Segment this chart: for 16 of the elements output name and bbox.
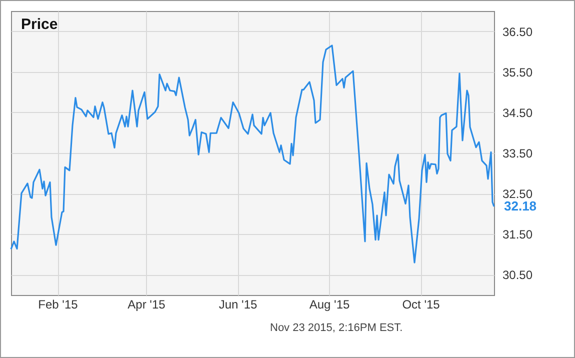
chart-title: Price (21, 16, 58, 33)
annotation: 32.18 (504, 198, 537, 214)
y-tick-label: 33.50 (502, 146, 533, 160)
y-tick-label: 35.50 (502, 65, 533, 80)
x-tick-label: Jun '15 (218, 298, 258, 312)
y-tick-label: 36.50 (502, 24, 533, 39)
x-tick-label: Feb '15 (38, 298, 78, 312)
text: Nov 23 2015, 2:16PM EST. (270, 322, 403, 334)
y-tick-label: 30.50 (502, 268, 533, 282)
line-series (10, 44, 495, 264)
y-tick-label: 31.50 (502, 228, 533, 242)
y-tick-label: 32.50 (502, 187, 533, 202)
x-tick-label: Apr '15 (128, 298, 166, 312)
x-tick-label: Oct '15 (402, 298, 440, 312)
y-tick-label: 34.50 (502, 106, 533, 120)
x-tick-label: Aug '15 (309, 298, 350, 312)
